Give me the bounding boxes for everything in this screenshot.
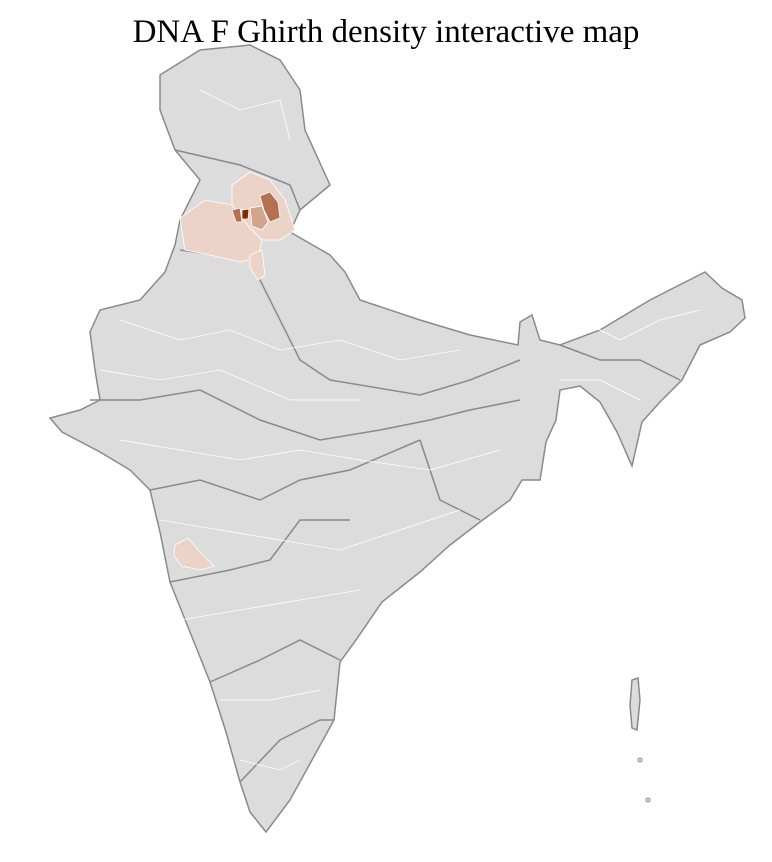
district-borders bbox=[99, 89, 701, 771]
haryana-region-low[interactable] bbox=[249, 249, 266, 281]
india-mainland[interactable] bbox=[48, 44, 746, 834]
map-title: DNA F Ghirth density interactive map bbox=[132, 14, 640, 50]
himachal-district-high[interactable] bbox=[259, 191, 281, 223]
nicobar-island[interactable] bbox=[645, 797, 651, 803]
country-shape bbox=[48, 44, 746, 834]
maharashtra-region-low[interactable] bbox=[173, 537, 215, 571]
himachal-district-mid[interactable] bbox=[249, 205, 269, 231]
nicobar-island[interactable] bbox=[637, 757, 643, 763]
himachal-district-max[interactable] bbox=[241, 208, 250, 220]
density-regions bbox=[173, 171, 296, 571]
punjab-region-low[interactable] bbox=[179, 199, 263, 263]
andaman-islands[interactable] bbox=[629, 676, 641, 732]
himachal-district-high-2[interactable] bbox=[231, 207, 243, 223]
